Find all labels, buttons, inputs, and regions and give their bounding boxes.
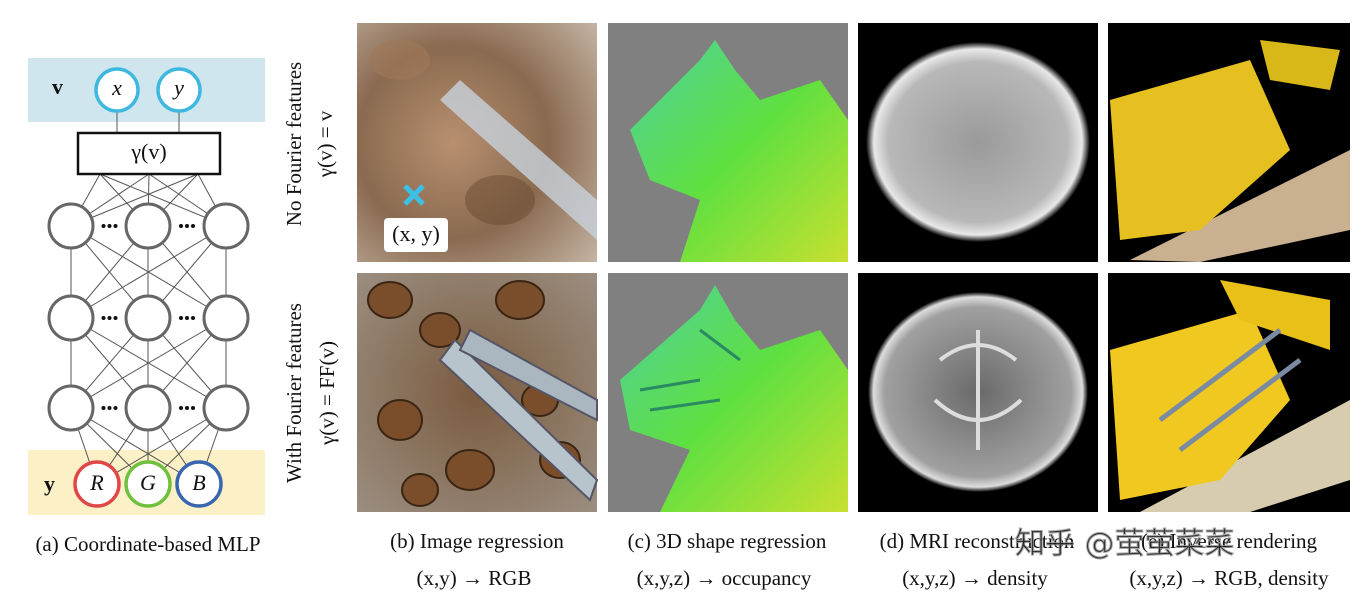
edge [96,407,227,485]
ellipsis-dot [191,224,195,228]
ellipsis-dot [179,316,183,320]
input-label: v [52,74,63,99]
hidden-node [202,202,250,250]
output-label: y [44,471,55,496]
ellipsis-dot [113,316,118,320]
ellipsis-dot [101,316,106,320]
encoding-box [76,131,222,176]
column-mapping: (x,y) → RGB [417,566,532,590]
column-caption: (c) 3D shape regression [628,529,827,553]
ellipsis-dot [179,224,183,228]
edge [70,225,227,319]
encoding-label: γ(v) [130,139,166,164]
ellipsis-dot [101,224,106,228]
ellipsis-dot [185,224,189,228]
point-label: (x, y) [392,221,440,246]
render-blurry [1108,23,1350,262]
ellipsis-dot [107,224,112,228]
shape-regression-sharp [608,273,848,512]
hidden-node [47,384,95,432]
ellipsis-dot [185,406,189,410]
row-formula: γ(v) = FF(v) [315,341,339,446]
column-mapping: (x,y,z) → occupancy [637,566,812,590]
ellipsis-dot [179,406,183,410]
input-name: x [111,75,122,100]
row-title: No Fourier features [282,62,306,226]
mri-blurry [858,23,1098,262]
output-name: B [192,470,205,495]
output-name: R [89,470,104,495]
hidden-node [47,294,95,342]
query-point [403,184,425,206]
output-node [73,460,121,508]
ellipsis-dot [113,224,118,228]
image-regression-sharp [357,273,599,512]
input-node [156,67,202,113]
ellipsis-dot [113,406,118,410]
output-node [175,460,223,508]
column-mapping: (x,y,z) → RGB, density [1129,566,1329,590]
ellipsis-dot [101,406,106,410]
edge [70,317,227,409]
column-mapping: (x,y,z) → density [902,566,1048,590]
mri-sharp [858,273,1098,512]
input-band [28,58,265,122]
hidden-node [124,294,172,342]
mlp-caption: (a) Coordinate-based MLP [35,532,260,556]
hidden-node [124,384,172,432]
input-name: y [172,75,184,100]
column-caption: (d) MRI reconstruction [880,529,1075,553]
watermark: 知乎 @萤萤菜菜 [1015,527,1235,562]
ellipsis-dot [191,406,195,410]
ellipsis-dot [191,316,195,320]
ellipsis-dot [185,316,189,320]
render-sharp [1108,273,1350,512]
input-node [94,67,140,113]
output-name: G [140,470,156,495]
ellipsis-dot [107,316,112,320]
hidden-node [202,384,250,432]
hidden-node [47,202,95,250]
output-node [124,460,172,508]
point-label-box [384,218,448,252]
hidden-node [202,294,250,342]
column-caption: (b) Image regression [390,529,564,553]
shape-regression-blurry [608,23,848,262]
column-caption: (e) Inverse rendering [1141,529,1318,553]
edge [70,407,200,485]
hidden-node [124,202,172,250]
ellipsis-dot [107,406,112,410]
row-formula: γ(v) = v [313,110,337,178]
row-title: With Fourier features [282,303,306,483]
